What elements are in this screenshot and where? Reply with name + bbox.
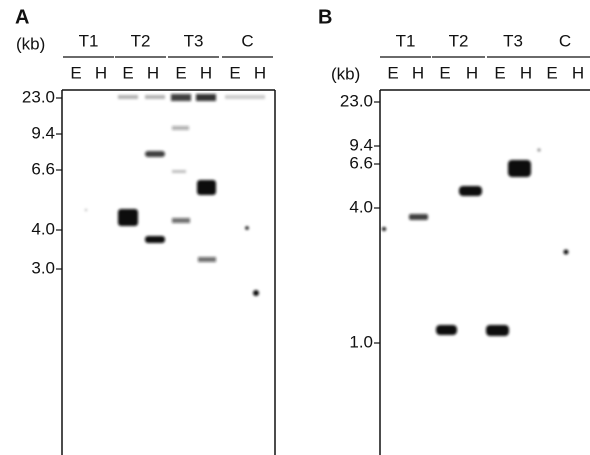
band — [172, 170, 186, 173]
bands-b — [382, 149, 569, 337]
group-label: T1 — [396, 31, 416, 50]
band — [172, 126, 189, 130]
lane-label: E — [494, 63, 505, 82]
marker-label: 9.4 — [31, 123, 55, 142]
lane-label: H — [200, 63, 212, 82]
unit-label: (kb) — [331, 64, 360, 83]
marker-label: 23.0 — [340, 91, 373, 110]
band — [564, 250, 569, 255]
group-label: C — [559, 31, 571, 50]
band — [118, 209, 138, 226]
lane-label: H — [412, 63, 424, 82]
lane-label: E — [439, 63, 450, 82]
lane-label: E — [70, 63, 81, 82]
band — [225, 95, 265, 99]
marker-label: 9.4 — [349, 135, 373, 154]
band — [508, 160, 531, 177]
bands-a — [85, 94, 265, 296]
group-label: C — [241, 31, 253, 50]
band — [85, 209, 87, 211]
marker-label: 6.6 — [31, 159, 55, 178]
band — [253, 290, 259, 296]
lane-label: E — [546, 63, 557, 82]
lane-label: E — [175, 63, 186, 82]
marker-label: 3.0 — [31, 258, 55, 277]
lane-label: E — [122, 63, 133, 82]
gel-frame — [380, 90, 590, 455]
lane-label: H — [147, 63, 159, 82]
band — [486, 325, 509, 336]
marker-label: 23.0 — [22, 87, 55, 106]
band — [436, 325, 457, 335]
band — [538, 149, 541, 152]
lane-label: H — [572, 63, 584, 82]
lane-label: E — [229, 63, 240, 82]
band — [382, 227, 386, 231]
group-label: T2 — [449, 31, 469, 50]
band — [145, 95, 165, 99]
lane-label: H — [95, 63, 107, 82]
lane-label: H — [254, 63, 266, 82]
band — [245, 226, 249, 230]
band — [409, 214, 428, 220]
lane-label: H — [466, 63, 478, 82]
band — [118, 95, 138, 99]
group-label: T3 — [503, 31, 523, 50]
group-label: T1 — [79, 31, 99, 50]
lane-label: E — [387, 63, 398, 82]
band — [196, 94, 216, 101]
band — [172, 218, 190, 223]
marker-label: 4.0 — [349, 197, 373, 216]
figure: A(kb)T1EHT2EHT3EHCEH23.09.46.64.03.0B(kb… — [0, 0, 590, 455]
panel-label: A — [15, 6, 29, 28]
marker-label: 6.6 — [349, 153, 373, 172]
lane-label: H — [520, 63, 532, 82]
band — [459, 186, 482, 196]
marker-label: 1.0 — [349, 332, 373, 351]
unit-label: (kb) — [16, 34, 45, 53]
band — [198, 257, 216, 262]
group-label: T2 — [131, 31, 151, 50]
band — [145, 236, 165, 243]
band — [145, 151, 165, 157]
band — [171, 94, 191, 101]
gel-frame — [62, 90, 275, 455]
group-label: T3 — [184, 31, 204, 50]
panel-label: B — [318, 6, 332, 28]
marker-label: 4.0 — [31, 219, 55, 238]
band — [197, 180, 216, 195]
